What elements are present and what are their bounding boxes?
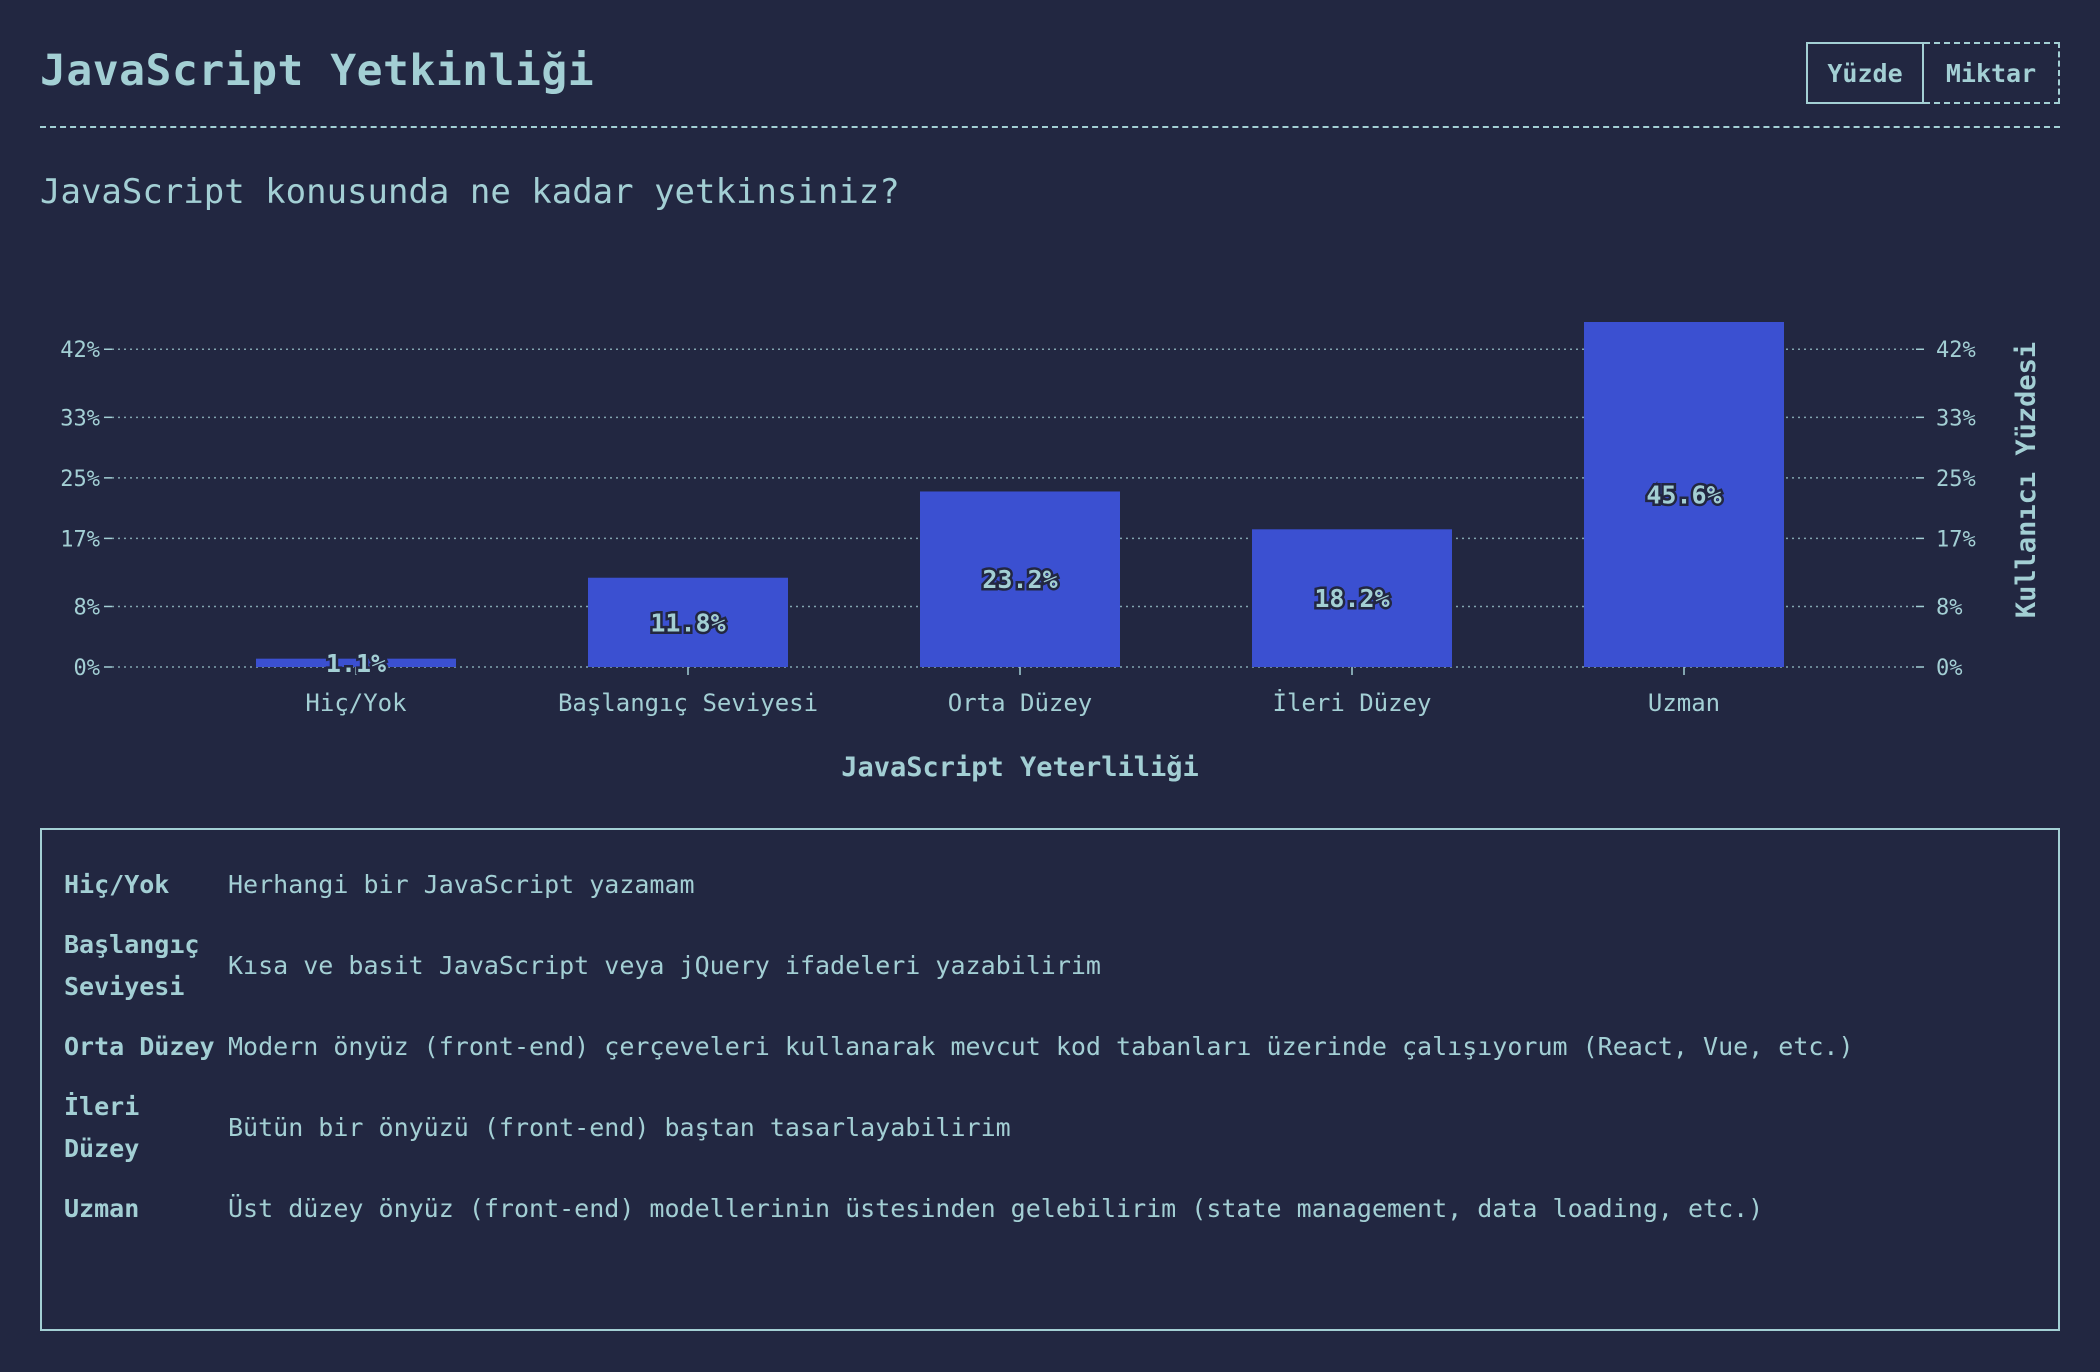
legend-row: Hiç/Yok Herhangi bir JavaScript yazamam (64, 852, 2036, 918)
x-axis-title: JavaScript Yeterliliği (841, 752, 1199, 783)
bar-value-label: 45.6% (1646, 481, 1721, 510)
category-label: İleri Düzey (1273, 688, 1432, 717)
bar-chart: 0% 0% 8% 8% 17% 17% 25% 25% 33% 33% 42% 42% Hiç/Yok 1… (60, 322, 2042, 783)
legend-term: İleri Düzey (64, 1092, 140, 1163)
page-title: JavaScript Yetkinliği (40, 46, 595, 96)
legend-row: Başlangıç Seviyesi Kısa ve basit JavaScri… (64, 918, 2036, 1014)
y-tick-label-right: 8% (1936, 595, 1963, 620)
y-tick-label-left: 33% (60, 406, 100, 431)
y-tick-label-right: 33% (1936, 406, 1976, 431)
y-tick-label-right: 25% (1936, 467, 1976, 492)
bar (1252, 529, 1452, 667)
bar (588, 577, 788, 667)
legend-term: Hiç/Yok (64, 870, 170, 899)
header: JavaScript Yetkinliği Yüzde Miktar (40, 40, 2060, 128)
bar (1584, 322, 1784, 667)
legend-row: Orta Düzey Modern önyüz (front-end) çerçe… (64, 1014, 2036, 1080)
labels: 0% 0% 8% 8% 17% 17% 25% 25% 33% 33% 42% 42% Hiç/Yok 1… (60, 338, 1976, 717)
legend-term: Uzman (64, 1194, 140, 1223)
bar-value-label: 11.8% (650, 608, 725, 637)
legend-description: Herhangi bir JavaScript yazamam (228, 870, 695, 899)
percent-toggle-button[interactable]: Yüzde (1806, 42, 1924, 104)
y-tick-label-right: 17% (1936, 527, 1976, 552)
legend-description: Bütün bir önyüzü (front-end) baştan tasa… (228, 1113, 1011, 1142)
legend-term: Orta Düzey (64, 1032, 215, 1061)
bar-value-label: 1.1% (326, 649, 386, 678)
category-label: Hiç/Yok (305, 689, 407, 717)
survey-question: JavaScript konusunda ne kadar yetkinsini… (40, 172, 900, 212)
proficiency-legend: Hiç/Yok Herhangi bir JavaScript yazamam Ba… (40, 828, 2060, 1331)
bar (256, 658, 456, 667)
bar-value-label: 18.2% (1314, 584, 1389, 613)
category-label: Başlangıç Seviyesi (558, 689, 818, 717)
bar (920, 491, 1120, 667)
category-label: Orta Düzey (948, 689, 1093, 717)
legend-description: Modern önyüz (front-end) çerçeveleri kul… (228, 1032, 1854, 1061)
legend-term: Başlangıç Seviyesi (64, 930, 200, 1001)
y-tick-label-right: 42% (1936, 338, 1976, 363)
bars (256, 322, 1784, 667)
y-tick-label-left: 8% (74, 595, 101, 620)
y-axis-title: Kullanıcı Yüzdesi (2011, 342, 2042, 618)
y-tick-label-left: 42% (60, 338, 100, 363)
y-tick-label-left: 17% (60, 527, 100, 552)
legend-row: Uzman Üst düzey önyüz (front-end) modelle… (64, 1176, 2036, 1242)
category-label: Uzman (1648, 689, 1720, 717)
bar-value-label: 23.2% (982, 565, 1057, 594)
y-tick-label-left: 0% (74, 656, 101, 681)
count-toggle-button[interactable]: Miktar (1924, 42, 2060, 104)
legend-description: Kısa ve basit JavaScript veya jQuery ifa… (228, 951, 1101, 980)
y-tick-label-right: 0% (1936, 656, 1963, 681)
unit-toggle: Yüzde Miktar (1806, 42, 2060, 104)
legend-row: İleri Düzey Bütün bir önyüzü (front-end) … (64, 1080, 2036, 1176)
legend-description: Üst düzey önyüz (front-end) modellerinin… (228, 1194, 1764, 1223)
y-tick-label-left: 25% (60, 467, 100, 492)
